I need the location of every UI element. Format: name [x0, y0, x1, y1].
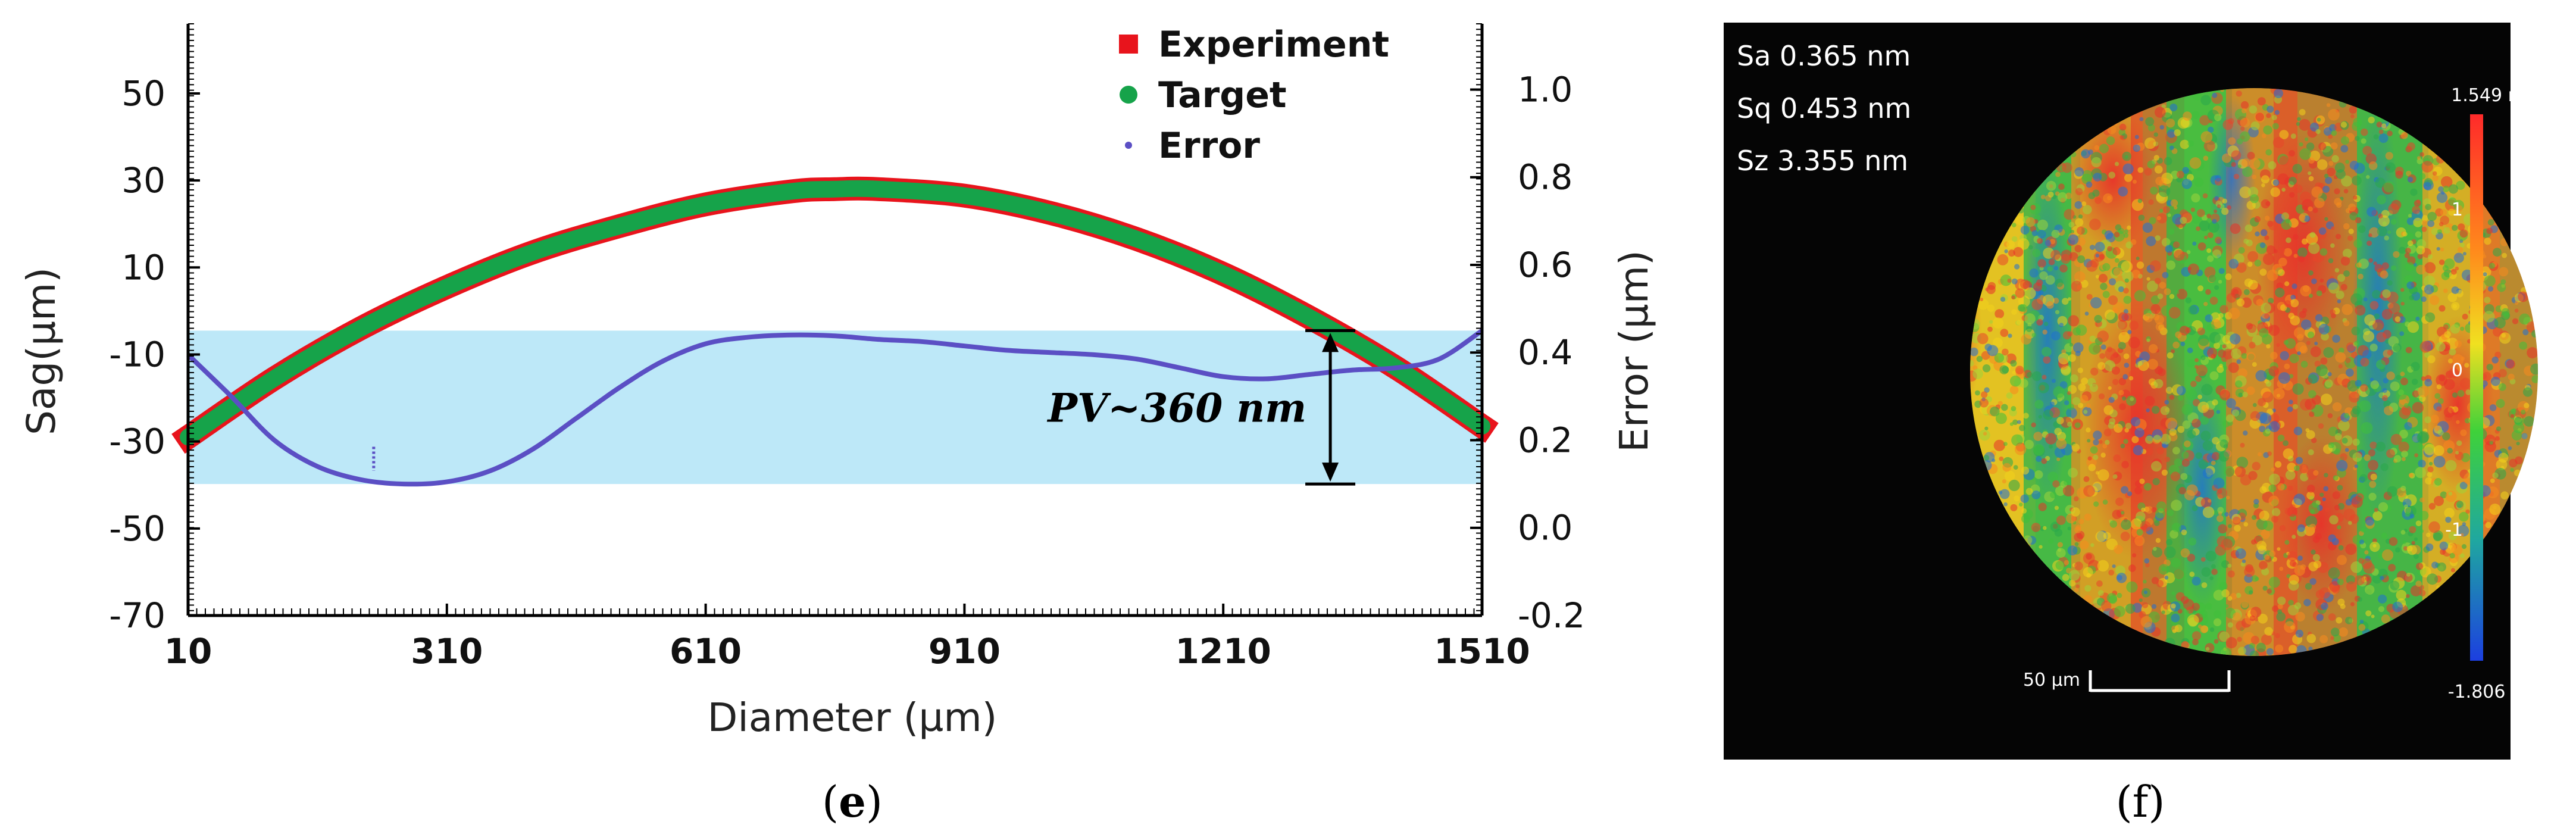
x-tick-label: 1510 — [1434, 631, 1530, 671]
tick-labels: 10 310 610 910 1210 1510 50 30 10 -10 -30 -50 -70 1.0… — [109, 69, 1585, 671]
series-target — [180, 180, 1490, 446]
series-error — [186, 329, 1484, 487]
y2-tick-label: 0.6 — [1518, 245, 1573, 285]
minor-ticks — [187, 23, 1482, 616]
stat-sz: Sz 3.355 nm — [1737, 145, 1908, 177]
panel-label-f: (f) — [2116, 777, 2165, 827]
y-tick-label: 10 — [121, 247, 165, 288]
y-tick-label: 50 — [121, 73, 165, 114]
colorbar-tick-0: 0 — [2452, 360, 2463, 381]
stat-sq: Sq 0.453 nm — [1737, 92, 1911, 124]
colorbar-tick-1: 1 — [2452, 199, 2463, 220]
y2-tick-label: 1.0 — [1518, 69, 1573, 110]
roughness-map: Sa 0.365 nm Sq 0.453 nm Sz 3.355 nm 1.54… — [1724, 23, 2540, 827]
y-axis-title: Sag(µm) — [18, 267, 64, 435]
colorbar-tick-neg1: -1 — [2445, 520, 2463, 541]
plot-series — [171, 176, 1499, 487]
error-band — [188, 330, 1482, 485]
y-tick-label: -50 — [109, 508, 165, 549]
stat-sa: Sa 0.365 nm — [1737, 40, 1911, 72]
x-tick-label: 610 — [670, 631, 742, 671]
legend-label-target: Target — [1158, 74, 1287, 116]
x-tick-label: 910 — [929, 631, 1001, 671]
x-tick-label: 310 — [411, 631, 483, 671]
y-tick-label: -10 — [109, 334, 165, 374]
x-tick-label: 10 — [164, 631, 212, 671]
legend-marker-target — [1120, 86, 1137, 104]
legend-label-error: Error — [1158, 125, 1260, 167]
colorbar — [2470, 114, 2483, 661]
colorbar-max: 1.549 nm — [2451, 85, 2537, 106]
legend-marker-experiment — [1119, 35, 1138, 54]
pv-arrowhead-top — [1322, 333, 1339, 352]
panel-label-e: (e) — [822, 776, 883, 827]
colorbar-min: -1.806 nm — [2448, 682, 2540, 702]
pv-label: PV~360 nm — [1046, 385, 1306, 431]
legend-label-experiment: Experiment — [1158, 24, 1389, 65]
y2-tick-label: 0.8 — [1518, 157, 1573, 198]
y-tick-label: -30 — [109, 421, 165, 462]
scale-bar-label: 50 µm — [2023, 670, 2080, 691]
y2-tick-label: -0.2 — [1518, 595, 1585, 636]
y-tick-label: 30 — [121, 160, 165, 201]
legend: Experiment Target Error — [1119, 24, 1389, 167]
y2-tick-label: 0.4 — [1518, 332, 1573, 373]
y2-tick-label: 0.0 — [1518, 508, 1573, 548]
y2-axis-title: Error (µm) — [1611, 250, 1657, 452]
pv-annotation: PV~360 nm — [1046, 329, 1356, 486]
y2-tick-label: 0.2 — [1518, 420, 1573, 460]
y-tick-label: -70 — [109, 595, 165, 636]
x-axis-title: Diameter (µm) — [708, 695, 998, 741]
x-tick-label: 1210 — [1175, 631, 1271, 671]
disk-speckle — [1970, 88, 2538, 656]
scale-bar: 50 µm — [2023, 670, 2231, 692]
legend-marker-error — [1125, 142, 1132, 149]
sag-error-chart: 10 310 610 910 1210 1510 50 30 10 -10 -30 -50 -70 1.0… — [18, 23, 1657, 827]
pv-arrowhead-bottom — [1322, 463, 1339, 482]
